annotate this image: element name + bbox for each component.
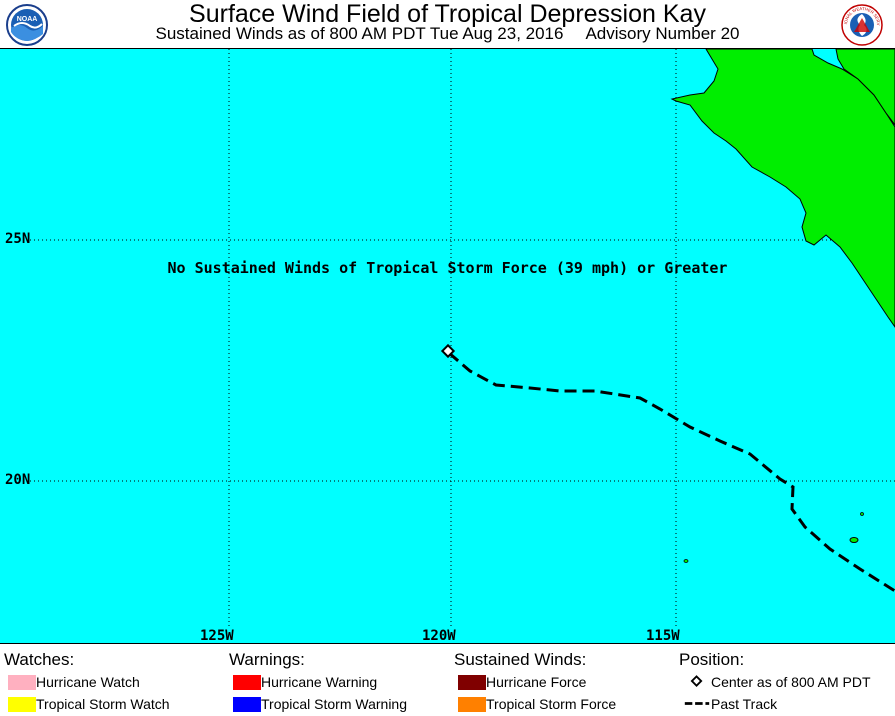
legend-item-hurricane-warning: Hurricane Warning [229, 671, 407, 693]
legend-item-tropical-storm-warning: Tropical Storm Warning [229, 693, 407, 715]
tropical-storm-watch-swatch [8, 697, 36, 712]
legend-watches-title: Watches: [4, 650, 75, 669]
storm-center-marker [440, 343, 456, 359]
island-clarion [683, 559, 689, 563]
lon-label-115w: 115W [646, 628, 680, 644]
past-track-line [448, 351, 895, 593]
legend-warnings: Warnings: Hurricane Warning Tropical Sto… [229, 649, 407, 715]
legend-label: Past Track [711, 696, 778, 712]
noaa-logo-text: NOAA [17, 16, 38, 23]
tropical-storm-warning-swatch [233, 697, 261, 712]
center-diamond-icon [690, 675, 703, 687]
page-subtitle: Sustained Winds as of 800 AM PDT Tue Aug… [0, 25, 895, 43]
page-title: Surface Wind Field of Tropical Depressio… [189, 0, 706, 28]
legend-item-hurricane-watch: Hurricane Watch [4, 671, 170, 693]
lon-label-120w: 120W [422, 628, 456, 644]
header: NOAA Surface Wind Field of Tropical Depr… [0, 0, 895, 48]
hurricane-warning-swatch [233, 675, 261, 690]
legend-item-tropical-storm-force: Tropical Storm Force [454, 693, 616, 715]
legend-warnings-title: Warnings: [229, 650, 305, 669]
mainland-mexico-land [835, 49, 895, 126]
wind-field-map: 25N 20N 125W 120W 115W No Sustained Wind… [0, 48, 895, 644]
lat-label-25n: 25N [5, 231, 31, 247]
legend-watches: Watches: Hurricane Watch Tropical Storm … [4, 649, 170, 715]
baja-california-land [670, 49, 895, 328]
legend-item-hurricane-force: Hurricane Force [454, 671, 616, 693]
legend-label: Tropical Storm Warning [261, 696, 408, 712]
nws-logo: NATIONAL WEATHER SERVICE [841, 4, 883, 46]
legend-winds-title: Sustained Winds: [454, 650, 587, 669]
legend-label: Center as of 800 AM PDT [711, 674, 871, 690]
tropical-storm-force-swatch [458, 697, 486, 712]
legend-position-title: Position: [679, 650, 745, 669]
map-canvas [30, 49, 895, 629]
subtitle-timestamp: Sustained Winds as of 800 AM PDT Tue Aug… [155, 24, 564, 43]
subtitle-advisory: Advisory Number 20 [585, 24, 740, 43]
legend-position: Position: Center as of 800 AM PDT Past T… [679, 649, 871, 715]
legend-label: Tropical Storm Force [486, 696, 617, 712]
island-socorro [849, 537, 859, 543]
hurricane-force-swatch [458, 675, 486, 690]
no-tropical-storm-winds-notice: No Sustained Winds of Tropical Storm For… [167, 259, 728, 277]
legend-label: Hurricane Watch [36, 674, 140, 690]
legend-item-tropical-storm-watch: Tropical Storm Watch [4, 693, 170, 715]
legend-item-center: Center as of 800 AM PDT [679, 671, 871, 693]
hurricane-watch-swatch [8, 675, 36, 690]
lon-label-125w: 125W [200, 628, 234, 644]
legend-sustained-winds: Sustained Winds: Hurricane Force Tropica… [454, 649, 616, 715]
lat-label-20n: 20N [5, 472, 31, 488]
island-san-benedicto [860, 512, 864, 516]
graticule [30, 49, 895, 629]
legend-label: Tropical Storm Watch [36, 696, 170, 712]
legend-label: Hurricane Force [486, 674, 587, 690]
legend-label: Hurricane Warning [261, 674, 378, 690]
noaa-logo: NOAA [6, 4, 48, 46]
legend-item-past-track: Past Track [679, 693, 871, 715]
dashed-track-icon [684, 702, 710, 705]
legend: Watches: Hurricane Watch Tropical Storm … [0, 645, 895, 716]
